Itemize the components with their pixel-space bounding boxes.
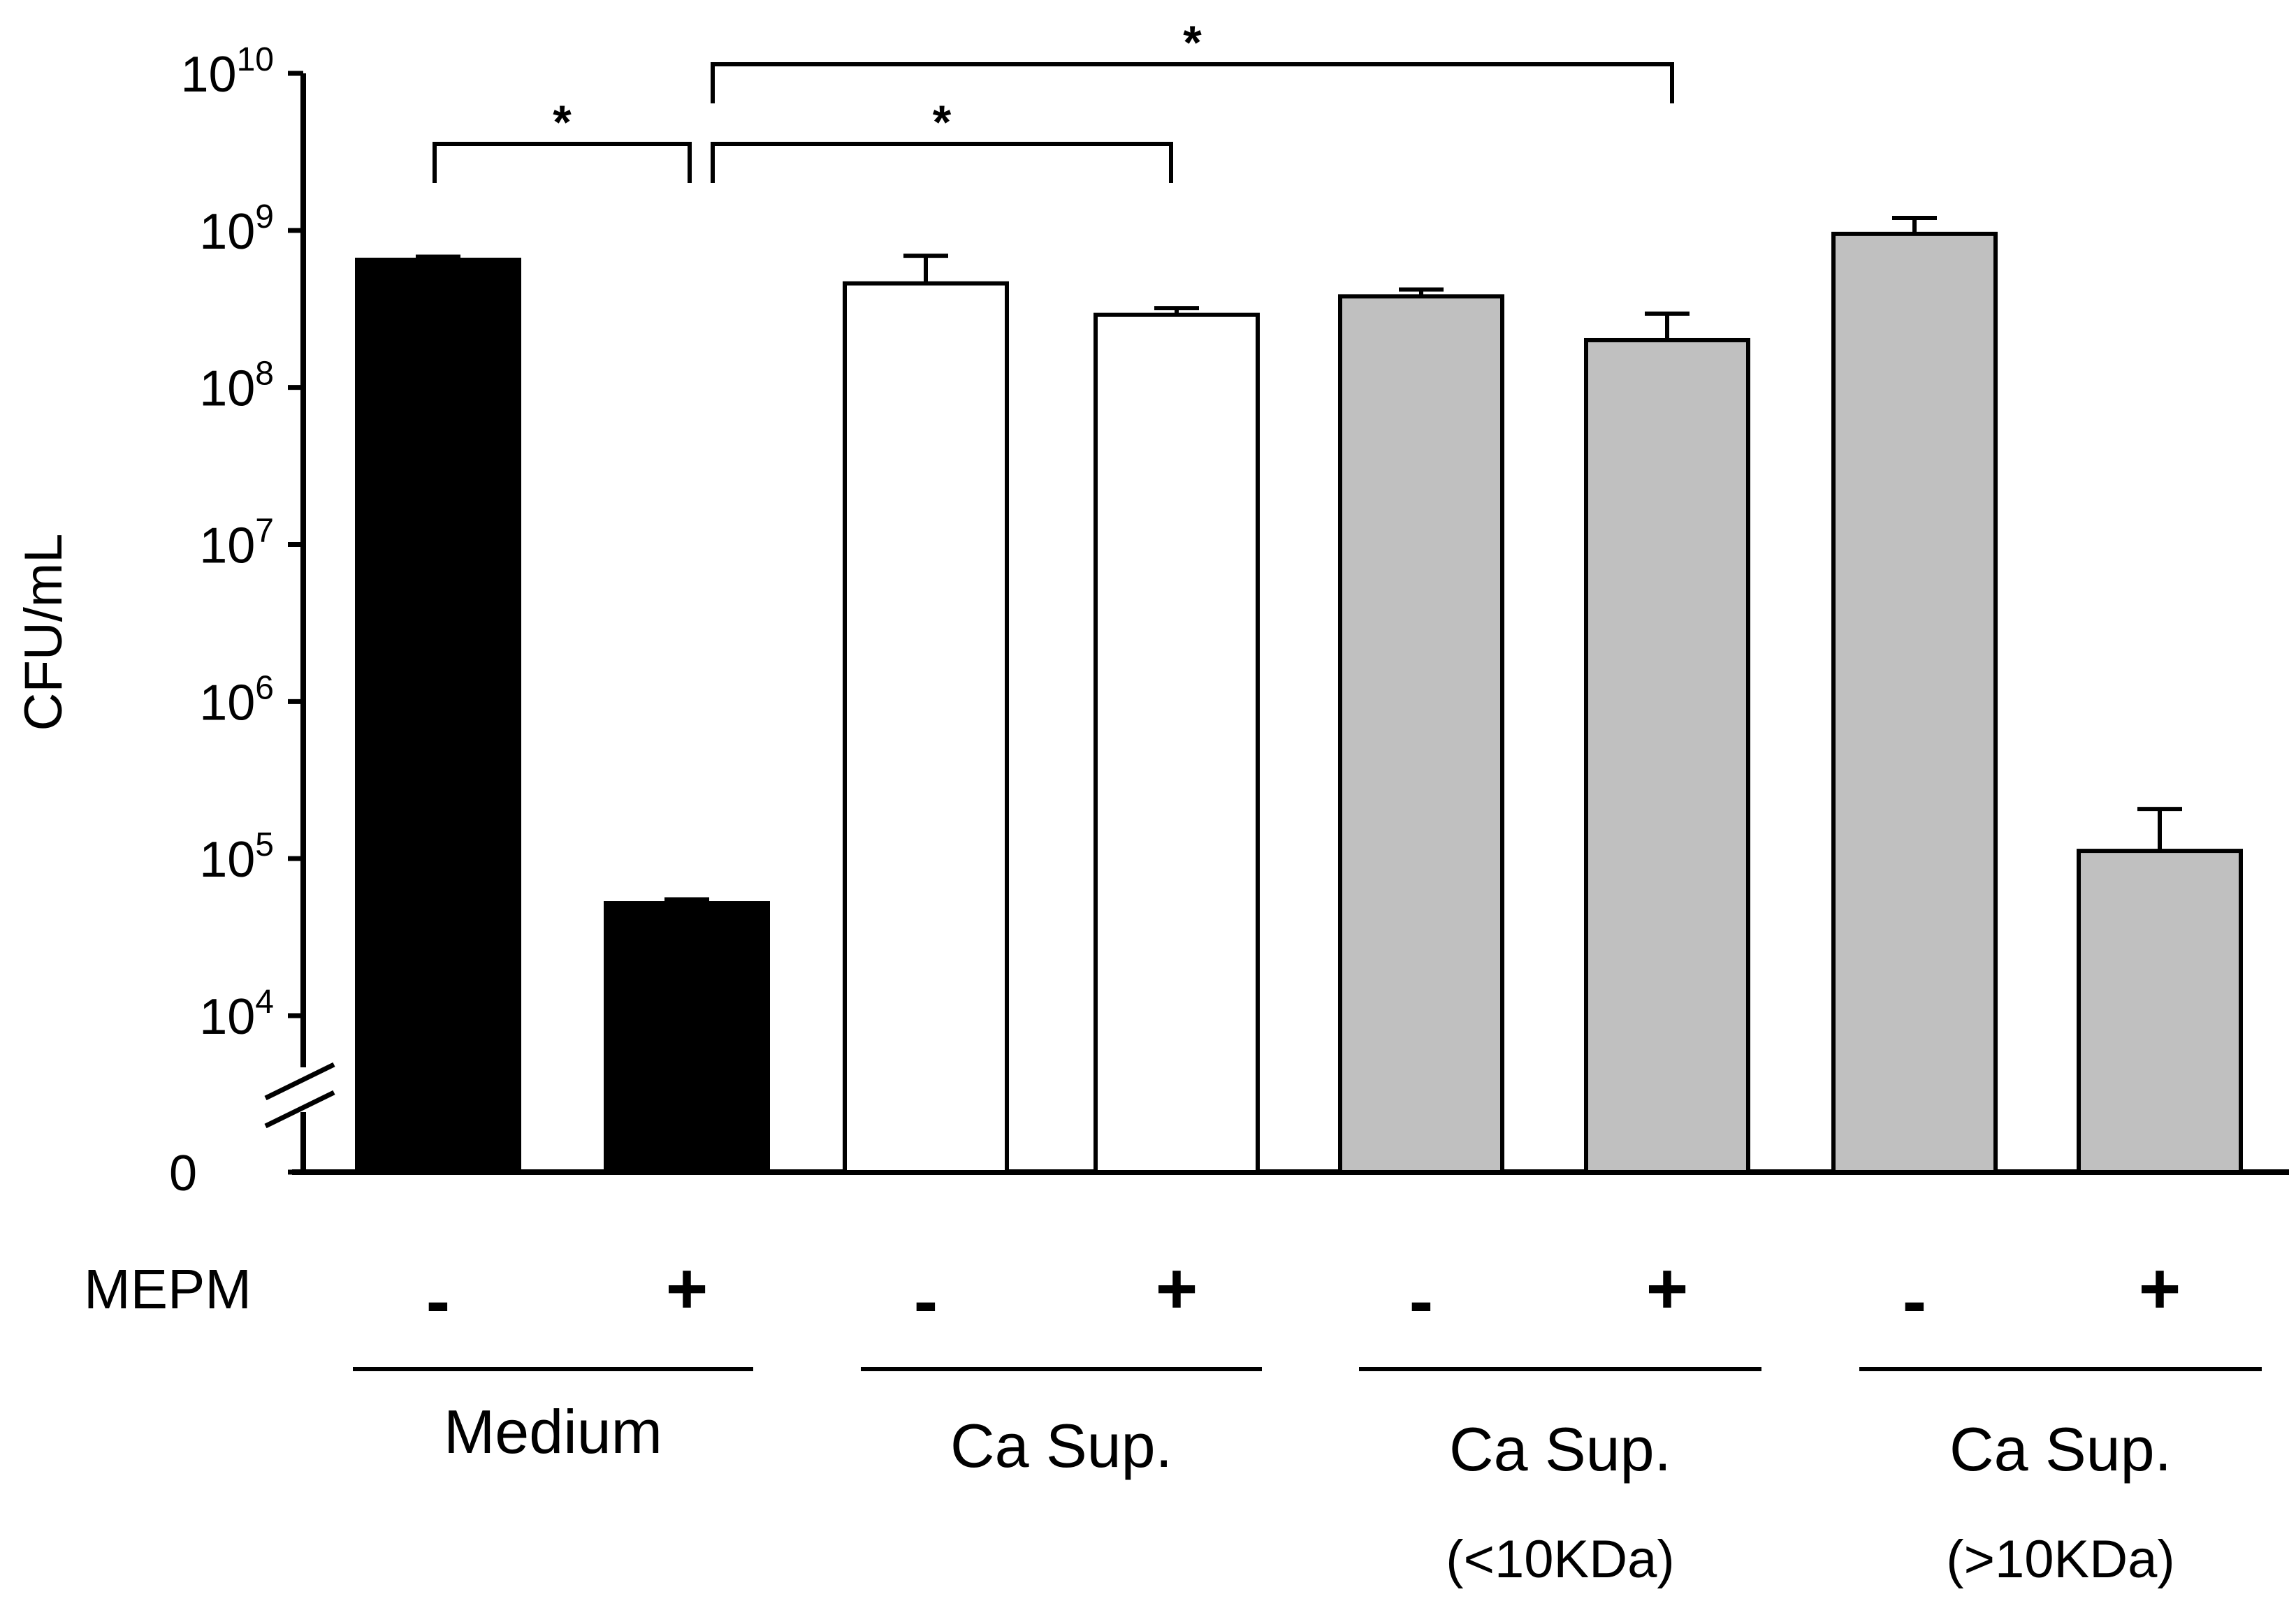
- significance-star: *: [933, 96, 952, 149]
- significance-bracket: [711, 62, 1674, 103]
- bar: [2077, 849, 2243, 1175]
- mepm-sign-label: -: [914, 1261, 938, 1342]
- mepm-sign-label: -: [1409, 1261, 1434, 1342]
- x-category-labels: - + - + - + - +Medium Ca Sup. Ca Sup.(<10KDa)Ca S…: [353, 1248, 2262, 1589]
- y-axis-label: CFU/mL: [14, 534, 73, 731]
- group-label: Ca Sup.: [1949, 1415, 2172, 1484]
- y-tick-label: 104: [199, 984, 274, 1045]
- y-tick-label: 109: [199, 198, 274, 260]
- significance-bracket: [433, 142, 692, 183]
- y-tick-label: 1010: [181, 41, 274, 103]
- group-label: Medium: [444, 1397, 662, 1466]
- bars: [355, 231, 2243, 1175]
- bar: [604, 901, 770, 1174]
- axis-break-mark: [264, 1090, 335, 1129]
- bar: [1338, 294, 1504, 1174]
- group-label: Ca Sup.: [1449, 1415, 1671, 1484]
- treatment-label: MEPM: [84, 1258, 252, 1320]
- mepm-sign-label: -: [1903, 1261, 1927, 1342]
- group-sublabel: (<10KDa): [1446, 1530, 1674, 1589]
- group-label: Ca Sup.: [950, 1411, 1172, 1480]
- bar: [1831, 231, 1998, 1174]
- mepm-sign-label: +: [666, 1248, 709, 1329]
- group-sublabel: (>10KDa): [1946, 1530, 2174, 1589]
- y-tick-label-zero: 0: [169, 1146, 197, 1201]
- significance-bracket: [711, 142, 1173, 183]
- bar: [1093, 312, 1260, 1174]
- bar: [1584, 337, 1750, 1174]
- bar: [843, 281, 1009, 1174]
- bar: [355, 257, 521, 1175]
- axis-break-mark: [264, 1062, 335, 1101]
- y-tick-label: 105: [199, 826, 274, 888]
- mepm-sign-label: -: [426, 1261, 451, 1342]
- error-bars: [416, 216, 2182, 904]
- y-tick-label: 106: [199, 669, 274, 731]
- y-tick-label: 108: [199, 356, 274, 417]
- mepm-sign-label: +: [1646, 1248, 1689, 1329]
- y-tick-labels: 1010 109 108 107 106 105 104 0: [169, 41, 274, 1201]
- significance-brackets: * * *: [433, 16, 1674, 183]
- y-tick-label: 107: [199, 513, 274, 574]
- significance-star: *: [553, 96, 572, 149]
- mepm-sign-label: +: [1156, 1248, 1198, 1329]
- significance-star: *: [1183, 16, 1202, 69]
- mepm-sign-label: +: [2139, 1248, 2181, 1329]
